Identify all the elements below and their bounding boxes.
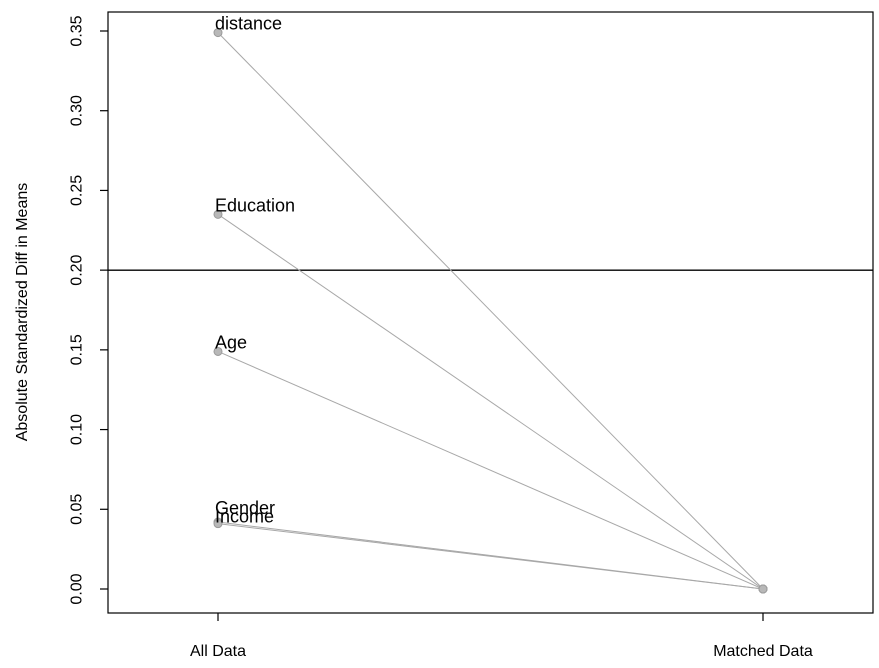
point-label: distance <box>215 14 282 34</box>
point-label: Education <box>215 195 295 215</box>
x-tick-label: All Data <box>190 643 246 660</box>
point-all-data <box>213 209 223 219</box>
connector-lines <box>217 32 764 590</box>
y-axis-title: Absolute Standardized Diff in Means <box>14 183 31 442</box>
connector-line <box>217 350 764 590</box>
y-tick-label: 0.05 <box>69 494 86 525</box>
y-tick-label: 0.15 <box>69 334 86 365</box>
connector-line <box>217 32 764 590</box>
x-axis: All Data Matched Data <box>190 613 813 660</box>
y-tick-label: 0.25 <box>69 175 86 206</box>
plot-frame <box>107 11 874 614</box>
point-all-data <box>213 519 223 529</box>
data-points <box>213 28 768 594</box>
point-all-data <box>213 346 223 356</box>
point-matched-data <box>758 584 768 594</box>
x-tick-label: Matched Data <box>713 643 813 660</box>
y-tick-label: 0.00 <box>69 573 86 604</box>
y-tick-label: 0.20 <box>69 254 86 285</box>
point-label: Income <box>215 507 274 527</box>
point-label: Gender <box>215 498 275 518</box>
point-all-data <box>213 28 223 38</box>
point-label: Age <box>215 332 247 352</box>
y-tick-label: 0.35 <box>69 15 86 46</box>
connector-line <box>217 523 764 590</box>
y-tick-label: 0.10 <box>69 414 86 445</box>
y-tick-label: 0.30 <box>69 95 86 126</box>
connector-line <box>217 213 764 590</box>
y-axis: 0.00 0.05 0.10 0.15 0.20 0.25 0.30 0.35 <box>69 15 108 605</box>
